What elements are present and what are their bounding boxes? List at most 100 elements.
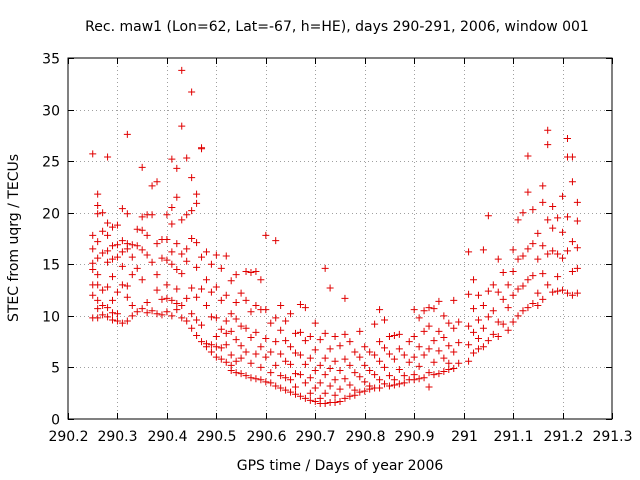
data-point: [193, 331, 201, 339]
data-point: [188, 174, 196, 182]
x-tick-label: 291.1: [493, 429, 533, 445]
axis-ticks: 290.2 290.3 290.4 290.5 290.6 290.7 290.8 290.9…: [42, 52, 632, 446]
data-point: [524, 152, 532, 160]
data-point: [148, 211, 156, 219]
data-point: [311, 397, 319, 405]
data-point: [163, 308, 171, 316]
data-point: [484, 337, 492, 345]
data-point: [242, 372, 250, 380]
data-point: [400, 372, 408, 380]
data-point: [173, 306, 181, 314]
data-point: [415, 362, 423, 370]
data-point: [188, 235, 196, 242]
data-point: [474, 345, 482, 353]
data-point: [138, 163, 146, 171]
x-axis-label: GPS time / Days of year 2006: [237, 458, 444, 474]
data-point: [99, 311, 107, 319]
data-point: [499, 320, 507, 328]
data-point: [287, 376, 295, 384]
data-point: [296, 351, 304, 359]
data-point: [494, 288, 502, 296]
data-point: [123, 317, 131, 325]
data-point: [193, 263, 201, 271]
data-point: [331, 357, 339, 365]
data-point: [252, 268, 260, 276]
data-point: [331, 376, 339, 384]
data-point: [113, 310, 121, 318]
data-point: [89, 265, 97, 273]
data-point: [158, 311, 166, 319]
data-point: [494, 318, 502, 326]
data-point: [198, 144, 206, 152]
x-tick-label: 290.5: [196, 429, 236, 445]
data-point: [509, 246, 517, 254]
y-tick-label: 25: [42, 155, 60, 171]
data-point: [104, 247, 112, 255]
data-point: [489, 307, 497, 315]
data-point: [306, 396, 314, 404]
data-point: [529, 206, 537, 214]
data-point: [128, 302, 136, 310]
data-point: [371, 371, 379, 379]
data-point: [405, 358, 413, 366]
data-point: [267, 319, 275, 327]
data-point: [534, 289, 542, 297]
data-point: [227, 351, 235, 359]
data-point: [207, 341, 215, 349]
data-point: [178, 122, 186, 130]
data-point: [435, 327, 443, 335]
data-point: [109, 223, 117, 231]
data-point: [232, 271, 240, 279]
data-point: [99, 227, 107, 235]
data-point: [539, 295, 547, 303]
data-point: [410, 376, 418, 384]
data-point: [544, 141, 552, 149]
data-point: [217, 355, 225, 363]
data-point: [568, 178, 576, 186]
data-point: [321, 371, 329, 379]
data-point: [539, 242, 547, 250]
data-point: [440, 354, 448, 362]
data-point: [425, 304, 433, 312]
data-point: [356, 327, 364, 335]
data-point: [178, 250, 186, 258]
data-point: [202, 276, 210, 284]
data-point: [514, 255, 522, 263]
data-point: [465, 357, 473, 365]
data-point: [554, 250, 562, 258]
data-point: [400, 379, 408, 387]
data-point: [178, 314, 186, 322]
data-point: [415, 343, 423, 351]
data-point: [247, 334, 255, 342]
data-point: [277, 350, 285, 358]
data-point: [573, 217, 581, 225]
data-points: [89, 66, 581, 408]
data-point: [509, 291, 517, 299]
data-point: [563, 213, 571, 221]
data-point: [99, 286, 107, 294]
data-point: [524, 304, 532, 312]
data-point: [465, 290, 473, 298]
data-point: [549, 224, 557, 232]
data-point: [247, 269, 255, 277]
data-point: [163, 281, 171, 289]
data-point: [559, 286, 567, 294]
data-point: [138, 276, 146, 284]
data-point: [153, 178, 161, 186]
data-point: [128, 253, 136, 261]
data-point: [242, 268, 250, 276]
data-point: [539, 198, 547, 206]
data-point: [395, 365, 403, 373]
data-point: [89, 150, 97, 158]
data-point: [326, 345, 334, 353]
data-point: [390, 381, 398, 389]
data-point: [559, 192, 567, 200]
x-tick-label: 290.7: [295, 429, 335, 445]
data-point: [296, 301, 304, 309]
data-point: [257, 363, 265, 371]
data-point: [109, 242, 117, 250]
data-point: [509, 268, 517, 276]
x-tick-label: 290.2: [48, 429, 88, 445]
data-point: [202, 302, 210, 310]
data-point: [109, 316, 117, 324]
